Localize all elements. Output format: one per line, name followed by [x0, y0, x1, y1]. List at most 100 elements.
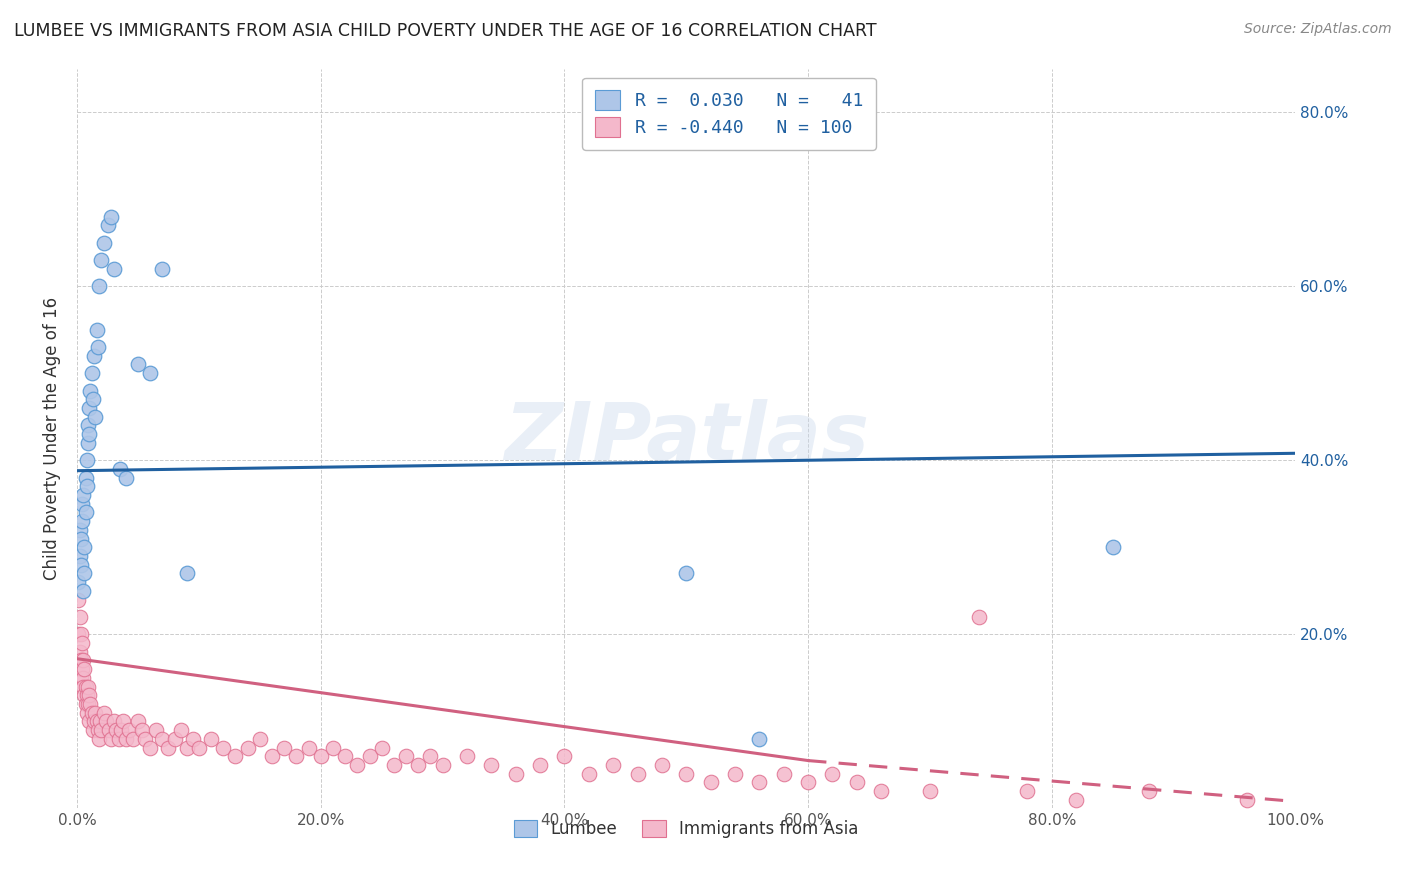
Point	[169, 723, 191, 737]
Point	[69, 627, 91, 641]
Point	[1137, 784, 1160, 798]
Point	[73, 688, 96, 702]
Point	[93, 235, 115, 250]
Point	[76, 453, 98, 467]
Point	[967, 610, 990, 624]
Point	[76, 688, 98, 702]
Point	[114, 470, 136, 484]
Point	[77, 427, 100, 442]
Point	[90, 253, 112, 268]
Point	[93, 706, 115, 720]
Text: ZIPatlas: ZIPatlas	[503, 400, 869, 477]
Point	[122, 731, 145, 746]
Point	[772, 766, 794, 780]
Point	[176, 566, 198, 581]
Point	[108, 462, 131, 476]
Point	[96, 218, 118, 232]
Point	[479, 758, 502, 772]
Point	[82, 392, 104, 407]
Point	[77, 688, 100, 702]
Point	[1017, 784, 1039, 798]
Point	[224, 749, 246, 764]
Point	[110, 723, 132, 737]
Point	[69, 671, 91, 685]
Point	[249, 731, 271, 746]
Point	[150, 731, 173, 746]
Point	[87, 279, 110, 293]
Point	[105, 723, 128, 737]
Point	[87, 731, 110, 746]
Point	[75, 470, 97, 484]
Point	[626, 766, 648, 780]
Point	[69, 610, 91, 624]
Point	[333, 749, 356, 764]
Point	[69, 532, 91, 546]
Point	[675, 766, 697, 780]
Point	[72, 583, 94, 598]
Point	[395, 749, 418, 764]
Point	[70, 514, 93, 528]
Point	[821, 766, 844, 780]
Point	[157, 740, 180, 755]
Point	[77, 435, 100, 450]
Point	[114, 731, 136, 746]
Point	[127, 358, 149, 372]
Point	[80, 706, 103, 720]
Y-axis label: Child Poverty Under the Age of 16: Child Poverty Under the Age of 16	[44, 297, 60, 580]
Point	[346, 758, 368, 772]
Point	[163, 731, 186, 746]
Point	[67, 627, 90, 641]
Point	[87, 723, 110, 737]
Point	[84, 706, 107, 720]
Point	[76, 706, 98, 720]
Point	[79, 384, 101, 398]
Point	[127, 714, 149, 729]
Point	[150, 261, 173, 276]
Point	[1101, 541, 1123, 555]
Point	[80, 366, 103, 380]
Point	[212, 740, 235, 755]
Point	[70, 636, 93, 650]
Point	[86, 323, 108, 337]
Point	[73, 541, 96, 555]
Point	[602, 758, 624, 772]
Point	[100, 210, 122, 224]
Point	[870, 784, 893, 798]
Point	[77, 680, 100, 694]
Point	[370, 740, 392, 755]
Point	[75, 506, 97, 520]
Point	[72, 680, 94, 694]
Point	[96, 714, 118, 729]
Point	[419, 749, 441, 764]
Point	[84, 409, 107, 424]
Point	[236, 740, 259, 755]
Point	[100, 731, 122, 746]
Point	[797, 775, 820, 789]
Point	[77, 418, 100, 433]
Point	[103, 714, 125, 729]
Point	[77, 401, 100, 415]
Point	[72, 671, 94, 685]
Point	[67, 592, 90, 607]
Point	[77, 697, 100, 711]
Point	[75, 697, 97, 711]
Point	[699, 775, 721, 789]
Point	[87, 340, 110, 354]
Point	[131, 723, 153, 737]
Point	[406, 758, 429, 772]
Point	[112, 714, 135, 729]
Text: LUMBEE VS IMMIGRANTS FROM ASIA CHILD POVERTY UNDER THE AGE OF 16 CORRELATION CHA: LUMBEE VS IMMIGRANTS FROM ASIA CHILD POV…	[14, 22, 877, 40]
Point	[83, 349, 105, 363]
Point	[145, 723, 167, 737]
Point	[200, 731, 222, 746]
Point	[72, 488, 94, 502]
Point	[529, 758, 551, 772]
Point	[70, 662, 93, 676]
Point	[103, 261, 125, 276]
Legend: Lumbee, Immigrants from Asia: Lumbee, Immigrants from Asia	[508, 813, 865, 845]
Point	[187, 740, 209, 755]
Point	[724, 766, 747, 780]
Point	[505, 766, 527, 780]
Point	[69, 549, 91, 563]
Point	[359, 749, 381, 764]
